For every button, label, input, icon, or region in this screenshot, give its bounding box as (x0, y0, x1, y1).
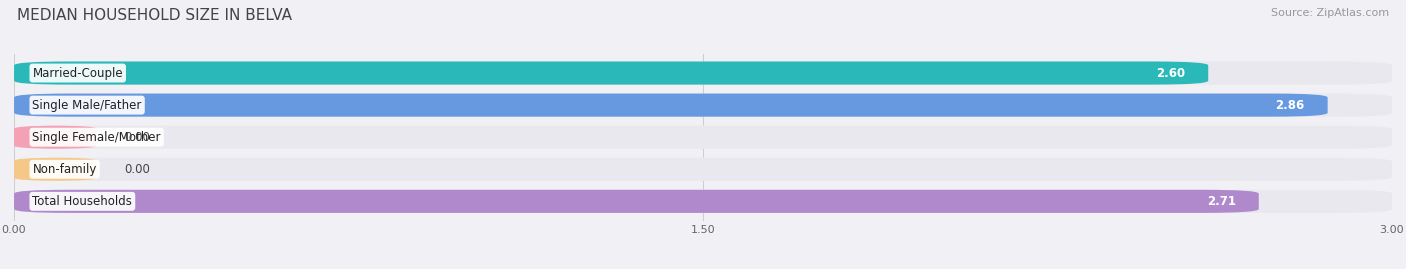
FancyBboxPatch shape (14, 158, 1392, 181)
FancyBboxPatch shape (14, 190, 1392, 213)
Text: 2.86: 2.86 (1275, 99, 1305, 112)
FancyBboxPatch shape (14, 94, 1392, 117)
FancyBboxPatch shape (14, 62, 1392, 84)
FancyBboxPatch shape (14, 190, 1258, 213)
FancyBboxPatch shape (14, 126, 97, 149)
FancyBboxPatch shape (14, 62, 1208, 84)
Text: MEDIAN HOUSEHOLD SIZE IN BELVA: MEDIAN HOUSEHOLD SIZE IN BELVA (17, 8, 292, 23)
Text: Non-family: Non-family (32, 163, 97, 176)
Text: Total Households: Total Households (32, 195, 132, 208)
Text: 2.60: 2.60 (1156, 66, 1185, 80)
FancyBboxPatch shape (14, 94, 1327, 117)
Text: Source: ZipAtlas.com: Source: ZipAtlas.com (1271, 8, 1389, 18)
Text: Single Male/Father: Single Male/Father (32, 99, 142, 112)
FancyBboxPatch shape (14, 158, 97, 181)
Text: Single Female/Mother: Single Female/Mother (32, 131, 160, 144)
Text: Married-Couple: Married-Couple (32, 66, 124, 80)
Text: 0.00: 0.00 (124, 131, 150, 144)
Text: 2.71: 2.71 (1206, 195, 1236, 208)
Text: 0.00: 0.00 (124, 163, 150, 176)
FancyBboxPatch shape (14, 126, 1392, 149)
